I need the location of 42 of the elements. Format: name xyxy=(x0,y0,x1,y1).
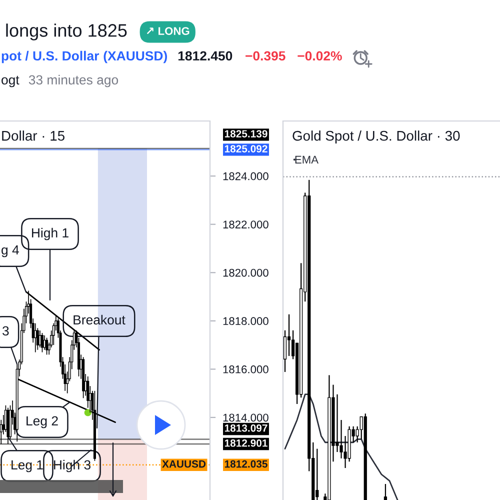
ref-line-label: 1812.901 xyxy=(224,439,268,447)
candlestick xyxy=(86,376,90,408)
ref-line-label: 1825.092 xyxy=(224,145,268,152)
candlestick xyxy=(34,322,37,353)
y-tick-label: 1824.000 xyxy=(223,172,268,180)
annotation: Leg 1 xyxy=(12,460,43,472)
candlestick xyxy=(316,448,319,500)
y-tick-label: 1814.000 xyxy=(223,414,268,422)
legend-label: EMA xyxy=(295,156,318,164)
text: 33 minutes ago xyxy=(28,74,118,88)
text: pot / U.S. Dollar xyxy=(2,50,100,64)
candlestick xyxy=(64,364,66,392)
y-tick-label: 1822.000 xyxy=(223,220,268,228)
chart-title: Gold Spot / U.S. Dollar · 30 xyxy=(292,130,460,144)
text: ↗ LONG xyxy=(146,27,190,35)
ref-line-label: 1812.035 xyxy=(224,460,268,468)
text: ogt xyxy=(2,76,20,88)
candlestick xyxy=(6,407,10,444)
annotation: High 1 xyxy=(32,228,68,240)
annotation: High 3 xyxy=(54,460,90,472)
candlestick xyxy=(0,419,2,444)
text: 1812.450 xyxy=(178,51,232,61)
text: longs into 1825 xyxy=(6,24,127,40)
annotation: Leg 2 xyxy=(26,416,58,428)
y-tick-label: 1820.000 xyxy=(223,268,268,277)
y-tick-label: 1816.000 xyxy=(223,365,268,374)
text: −0.395 xyxy=(246,51,286,61)
annotation: XAUUSD xyxy=(162,460,206,468)
annotation: 3 xyxy=(2,326,9,336)
y-tick-label: 1818.000 xyxy=(223,317,268,326)
annotation: g 4 xyxy=(2,245,19,258)
annotation: Breakout xyxy=(74,314,126,325)
text: Dollar · 15 xyxy=(2,130,64,141)
text: (XAUUSD) xyxy=(104,50,167,64)
candlestick xyxy=(52,322,55,346)
candlestick xyxy=(287,314,291,357)
candlestick xyxy=(38,330,42,348)
text: −0.02% xyxy=(298,51,342,61)
ref-line-label: 1825.139 xyxy=(224,130,268,138)
candlestick xyxy=(336,394,339,453)
ref-line-label: 1813.097 xyxy=(224,424,268,432)
candlestick xyxy=(340,419,343,459)
